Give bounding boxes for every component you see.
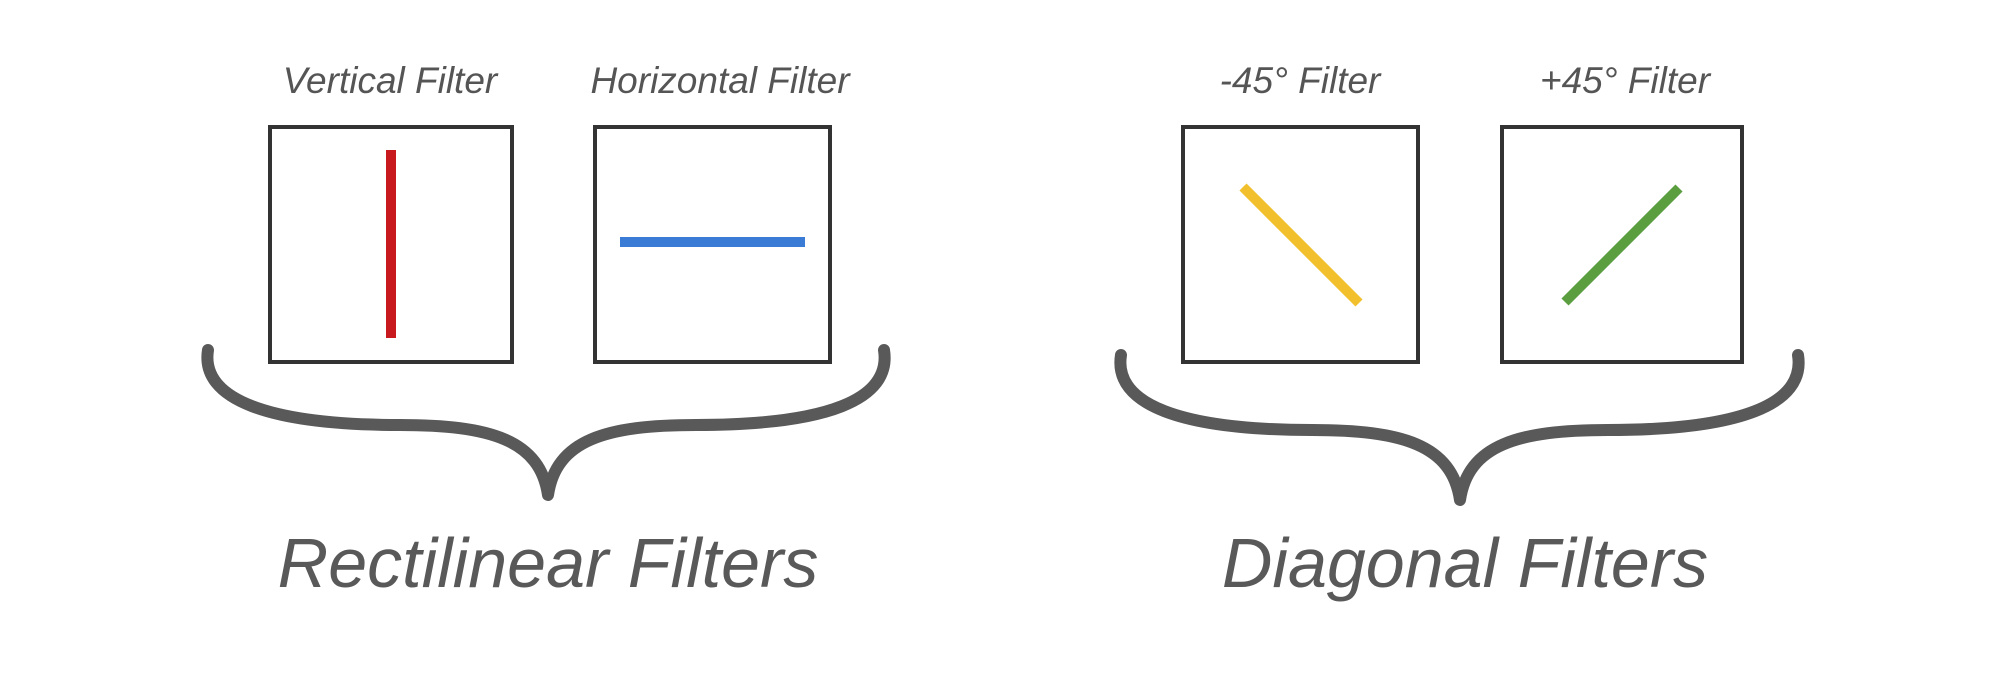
rectilinear-brace xyxy=(201,344,891,501)
rectilinear-group: Vertical Filter Horizontal Filter Rectil… xyxy=(201,60,891,602)
diagonal-brace xyxy=(1114,349,1805,506)
rectilinear-group-label: Rectilinear Filters xyxy=(278,524,819,602)
minus45-filter-bar xyxy=(1239,183,1363,307)
vertical-filter-label: Vertical Filter xyxy=(283,60,499,101)
minus45-filter-label: -45° Filter xyxy=(1220,60,1382,101)
plus45-filter-label: +45° Filter xyxy=(1540,60,1712,101)
plus45-filter-bar xyxy=(1561,184,1683,306)
horizontal-filter-label: Horizontal Filter xyxy=(590,60,851,101)
diagonal-group-label: Diagonal Filters xyxy=(1222,524,1708,602)
diagonal-group: -45° Filter +45° Filter Diagonal Filters xyxy=(1114,60,1805,602)
